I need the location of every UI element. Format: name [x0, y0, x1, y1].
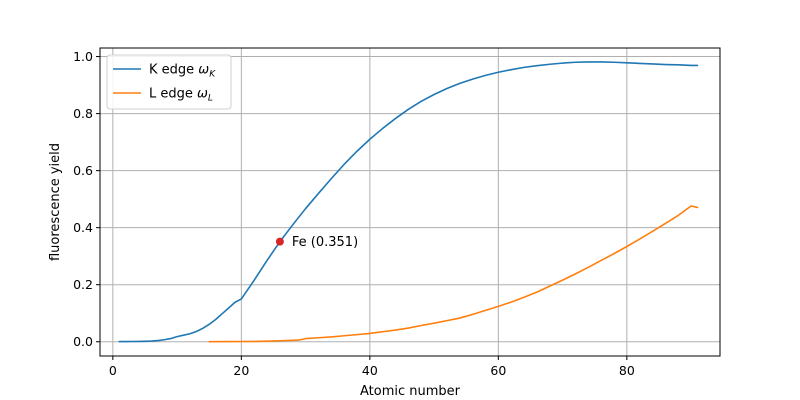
x-tick-label: 60: [490, 363, 506, 378]
y-tick-label: 0.0: [73, 334, 93, 349]
annotation-marker: [275, 237, 284, 246]
annotation-label: Fe (0.351): [292, 235, 358, 250]
x-axis-ticks: 0 20 40 60 80: [109, 356, 635, 378]
series-line-k-edge: [118, 61, 699, 343]
y-axis-label: fluorescence yield: [48, 143, 63, 261]
x-tick-label: 20: [233, 363, 249, 378]
legend-label: K edge ωK: [149, 63, 216, 80]
annotation-points: Fe (0.351): [275, 235, 358, 250]
x-tick-label: 0: [109, 363, 117, 378]
series-lines: [118, 61, 699, 343]
y-tick-label: 0.4: [73, 220, 93, 235]
grid: [100, 48, 720, 356]
series-line-l-edge: [208, 205, 699, 343]
x-tick-label: 80: [619, 363, 635, 378]
y-tick-label: 0.8: [73, 106, 93, 121]
y-tick-label: 0.2: [73, 277, 93, 292]
legend: K edge ωK L edge ωL: [106, 54, 232, 110]
x-axis-label: Atomic number: [360, 384, 461, 399]
y-axis-ticks: 0.0 0.2 0.4 0.6 0.8 1.0: [73, 49, 100, 349]
y-tick-label: 1.0: [73, 49, 93, 64]
y-tick-label: 0.6: [73, 163, 93, 178]
x-tick-label: 40: [362, 363, 378, 378]
plot-frame: [99, 47, 721, 357]
legend-label: L edge ωL: [149, 87, 213, 104]
